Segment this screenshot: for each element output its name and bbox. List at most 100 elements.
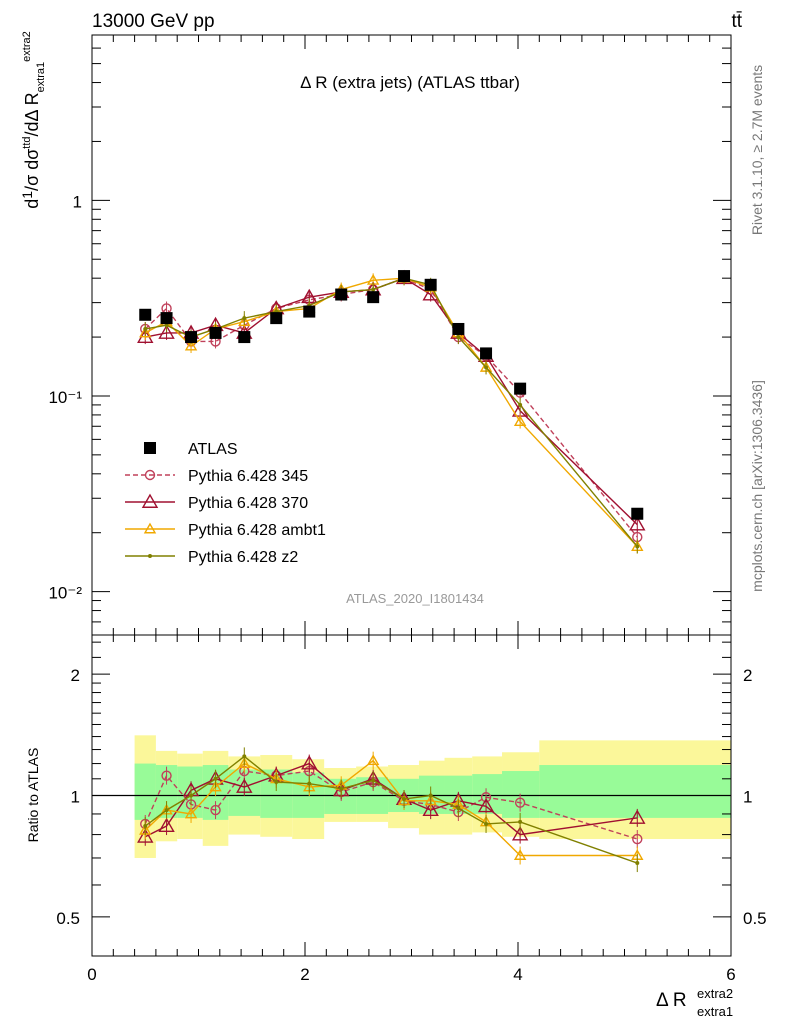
- ratio-tick-label: 1: [71, 788, 80, 807]
- x-tick-label: 4: [513, 965, 522, 984]
- marker-dot: [518, 819, 523, 824]
- marker-dot: [164, 808, 169, 813]
- marker-dot: [242, 754, 247, 759]
- main-series: [137, 269, 646, 554]
- marker-square: [367, 291, 380, 304]
- marker-dot: [213, 776, 218, 781]
- main-ticks: 1 10⁻¹ 10⁻²: [48, 34, 732, 636]
- ratio-series-4: [143, 747, 640, 873]
- y-main-label: d1/σ dσttd/dΔ Rextra1extra2: [19, 31, 47, 209]
- legend-label: Pythia 6.428 370: [188, 495, 308, 512]
- marker-dot: [456, 806, 461, 811]
- process-label: tt̄: [731, 11, 742, 32]
- marker-circle: [161, 303, 172, 314]
- marker-dot: [339, 786, 344, 791]
- marker-square: [424, 278, 437, 291]
- marker-triangle: [158, 817, 175, 832]
- marker-triangle: [629, 809, 646, 824]
- legend: ATLAS Pythia 6.428 345 Pythia 6.428 370 Pyt…: [125, 441, 326, 566]
- marker-square: [270, 312, 283, 325]
- marker-circle: [161, 770, 172, 781]
- legend-label: Pythia 6.428 z2: [188, 549, 298, 566]
- marker-dot: [456, 335, 461, 340]
- marker-square: [631, 507, 644, 520]
- legend-label: ATLAS: [188, 441, 238, 458]
- marker-dot: [371, 778, 376, 783]
- marker-dot: [484, 821, 489, 826]
- marker-triangle: [629, 516, 646, 531]
- marker-dot: [143, 326, 148, 331]
- stat-uncertainty-band: [502, 771, 540, 818]
- x-axis-label: Δ R extra2 extra1: [656, 986, 733, 1019]
- stat-uncertainty-band: [539, 765, 731, 818]
- x-tick-label: 2: [300, 965, 309, 984]
- marker-dot: [518, 402, 523, 407]
- marker-dot: [189, 793, 194, 798]
- marker-triangle: [209, 780, 222, 792]
- marker-square: [139, 308, 152, 321]
- marker-triangle: [238, 315, 251, 327]
- marker-dot: [164, 323, 169, 328]
- marker-square: [335, 288, 348, 301]
- svg-text:extra1: extra1: [697, 1004, 733, 1019]
- marker-square: [480, 347, 493, 360]
- marker-square: [185, 331, 198, 344]
- ratio-tick-label-right: 0.5: [743, 909, 767, 928]
- main-panel: Δ R (extra jets) (ATLAS ttbar) ATLAS_202…: [48, 34, 732, 636]
- marker-dot: [274, 780, 279, 785]
- marker-square: [398, 270, 411, 283]
- legend-label: Pythia 6.428 345: [188, 468, 308, 485]
- marker-triangle: [143, 522, 157, 534]
- ratio-tick-label: 0.5: [56, 909, 80, 928]
- svg-text:d1/σ dσttd/dΔ Rextra1extra2: d1/σ dσttd/dΔ Rextra1extra2: [19, 31, 47, 209]
- ratio-tick-label-right: 1: [743, 788, 752, 807]
- x-tick-label: 6: [726, 965, 735, 984]
- marker-triangle: [141, 493, 159, 508]
- y-tick-label: 10⁻²: [48, 584, 82, 603]
- analysis-id: ATLAS_2020_I1801434: [346, 591, 484, 606]
- marker-triangle: [424, 794, 437, 806]
- marker-triangle: [366, 754, 380, 766]
- marker-dot: [484, 365, 489, 370]
- svg-text:extra2: extra2: [697, 986, 733, 1001]
- series-2: [137, 269, 646, 532]
- svg-text:Δ R: Δ R: [656, 990, 687, 1011]
- plot-title: Δ R (extra jets) (ATLAS ttbar): [300, 73, 520, 92]
- marker-circle: [632, 833, 643, 845]
- marker-dot: [428, 793, 433, 798]
- energy-label: 13000 GeV pp: [92, 11, 215, 32]
- marker-square: [303, 305, 316, 318]
- marker-dot: [402, 797, 407, 802]
- series-line: [145, 277, 638, 526]
- marker-triangle: [301, 755, 318, 770]
- marker-triangle: [184, 339, 198, 351]
- marker-dot: [371, 287, 376, 292]
- marker-triangle: [513, 415, 527, 426]
- stat-uncertainty-band: [155, 765, 178, 818]
- marker-triangle: [238, 757, 251, 769]
- marker-square: [209, 326, 222, 339]
- marker-dot: [307, 781, 312, 786]
- marker-triangle: [139, 326, 152, 338]
- marker-dot: [242, 316, 247, 321]
- y-tick-label: 10⁻¹: [48, 388, 82, 407]
- x-tick-label: 0: [87, 965, 96, 984]
- marker-dot: [148, 554, 152, 558]
- marker-dot: [635, 861, 640, 866]
- series-line: [144, 277, 638, 538]
- atlas-data: [139, 270, 644, 520]
- marker-circle: [144, 469, 156, 481]
- legend-label: Pythia 6.428 ambt1: [188, 522, 326, 539]
- marker-square: [160, 312, 173, 325]
- marker-triangle: [511, 826, 529, 841]
- stat-uncertainty-band: [134, 763, 156, 820]
- ratio-bands: [92, 735, 731, 858]
- ratio-ticks: 2 2 1 1 0.5 0.5 0 2 4 6: [56, 635, 767, 984]
- marker-triangle: [513, 849, 527, 860]
- marker-square: [144, 442, 156, 454]
- marker-circle: [210, 804, 221, 816]
- ratio-panel: 2 2 1 1 0.5 0.5 0 2 4 6: [56, 634, 767, 984]
- rivet-label: Rivet 3.1.10, ≥ 2.7M events: [749, 65, 765, 235]
- marker-square: [452, 322, 465, 335]
